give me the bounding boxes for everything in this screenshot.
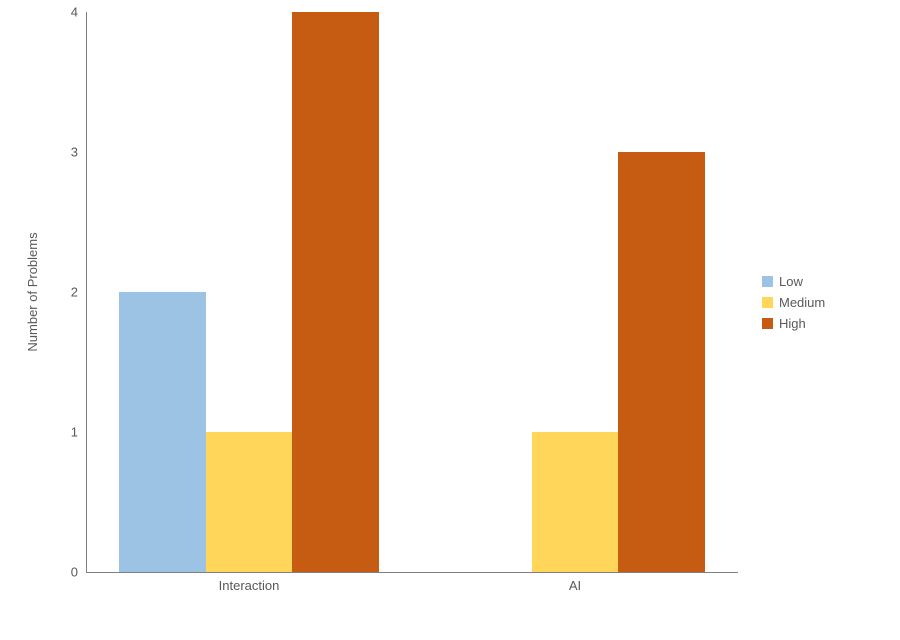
bar (119, 292, 205, 572)
y-tick-label: 1 (56, 425, 78, 440)
legend-item: High (762, 316, 825, 331)
plot-area (86, 12, 738, 572)
y-tick-label: 2 (56, 285, 78, 300)
bar (532, 432, 618, 572)
legend-label: Low (779, 274, 803, 289)
x-axis-line (86, 572, 738, 573)
x-tick-label: Interaction (219, 578, 280, 593)
legend-swatch (762, 297, 773, 308)
legend-label: Medium (779, 295, 825, 310)
bar (618, 152, 704, 572)
y-tick-label: 0 (56, 565, 78, 580)
y-tick-label: 4 (56, 5, 78, 20)
legend-item: Low (762, 274, 825, 289)
legend-swatch (762, 318, 773, 329)
x-tick-label: AI (569, 578, 581, 593)
y-axis-line (86, 12, 87, 572)
legend-label: High (779, 316, 806, 331)
bar (292, 12, 378, 572)
legend-item: Medium (762, 295, 825, 310)
bar-chart: 0 1 2 3 4 Interaction AI Number of Problems L… (0, 0, 900, 640)
legend: Low Medium High (762, 268, 825, 337)
y-tick-label: 3 (56, 145, 78, 160)
legend-swatch (762, 276, 773, 287)
y-axis-label: Number of Problems (25, 232, 40, 351)
bar (206, 432, 292, 572)
